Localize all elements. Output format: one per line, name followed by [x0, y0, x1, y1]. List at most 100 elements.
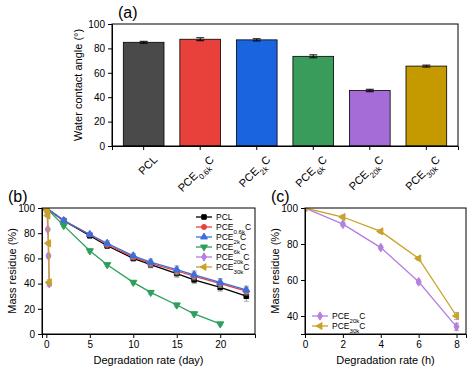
marker [130, 252, 137, 258]
marker [86, 230, 93, 236]
error-bar-part [244, 294, 249, 295]
panel-label: (b) [8, 188, 28, 205]
marker [339, 213, 345, 220]
error-bar-part [196, 40, 204, 41]
marker [173, 303, 180, 309]
axis-line [38, 209, 43, 335]
legend-item: PCE30kC [312, 321, 365, 334]
error-bar-part [140, 41, 148, 42]
tick-mark [38, 284, 42, 285]
marker [340, 220, 345, 229]
tick: 60 [287, 275, 305, 286]
tick: 100 [88, 19, 112, 30]
series-line [46, 208, 246, 291]
axis-line [108, 25, 113, 147]
marker [60, 224, 67, 230]
tick: 0 [303, 334, 309, 350]
tick-mark [143, 146, 144, 150]
legend-label: PCL [216, 212, 233, 222]
tick-label: PCE20kC [346, 153, 388, 195]
tick-label: 40 [287, 311, 299, 322]
marker [60, 216, 67, 222]
legend-label: PCE30kC [216, 262, 249, 275]
plot-frame [42, 208, 255, 334]
error-bar-part [309, 54, 317, 55]
marker [86, 249, 93, 255]
error-bar-part [244, 293, 249, 294]
tick-mark [369, 146, 370, 150]
tick-mark [301, 244, 305, 245]
tick: 0 [44, 334, 50, 350]
marker [217, 278, 224, 284]
tick: 60 [94, 68, 112, 79]
tick: 80 [24, 228, 42, 239]
tick-mark [108, 97, 112, 98]
error-bar-part [174, 274, 179, 275]
tick-label: 20 [215, 339, 227, 350]
tick-mark [419, 334, 420, 338]
tick-mark [46, 334, 47, 338]
tick: 40 [24, 278, 42, 289]
legend-marker [201, 233, 208, 239]
marker [452, 312, 458, 319]
figure: 020406080100PCLPCE0.6kCPCE2kCPCE6kCPCE20… [0, 0, 474, 372]
bar [180, 39, 221, 146]
tick-mark [108, 24, 112, 25]
tick-label: 0 [303, 339, 309, 350]
series-line [46, 208, 246, 290]
tick-label: PCE6kC [293, 153, 332, 192]
legend-marker [200, 264, 206, 271]
bar [236, 40, 277, 146]
tick-mark [256, 146, 257, 150]
error-bar [196, 38, 204, 41]
tick-mark [220, 334, 221, 338]
tick-label: 60 [24, 253, 36, 264]
tick-mark [301, 280, 305, 281]
tick: 60 [24, 253, 42, 264]
tick-label: 40 [24, 278, 36, 289]
legend-marker [202, 253, 207, 261]
tick-label: 4 [378, 339, 384, 350]
tick: PCL [136, 146, 160, 177]
tick-mark [133, 334, 134, 338]
y-axis-title: Water contact angle (°) [72, 29, 84, 141]
tick-label: 80 [287, 239, 299, 250]
tick-mark [108, 48, 112, 49]
tick-label: PCE30kC [403, 153, 445, 195]
tick-mark [305, 334, 306, 338]
tick-label: 5 [88, 339, 94, 350]
tick: 80 [94, 43, 112, 54]
tick-mark [313, 146, 314, 150]
tick-mark [38, 208, 42, 209]
tick: PCE2kC [237, 146, 276, 193]
tick-mark [108, 73, 112, 74]
tick: 4 [378, 334, 384, 350]
tick-label: 80 [24, 228, 36, 239]
tick-mark [38, 334, 42, 335]
tick-mark [200, 146, 201, 150]
tick-label: 20 [94, 116, 106, 127]
marker [191, 312, 198, 318]
error-bar-part [366, 91, 374, 92]
error-bar-part [196, 37, 204, 38]
legend: PCLPCE0.6kCPCE2kCPCE6kCPCE20kCPCE30kC [196, 212, 251, 275]
tick: 20 [94, 116, 112, 127]
axis-line [301, 209, 306, 335]
legend-item: PCE30kC [196, 262, 249, 275]
series-line [46, 208, 246, 296]
tick: 15 [172, 334, 184, 350]
tick-mark [426, 146, 427, 150]
legend-marker [316, 323, 322, 330]
plot-area [305, 208, 459, 331]
legend-marker [318, 312, 323, 320]
legend-item: PCL [196, 212, 233, 222]
tick: 0 [99, 141, 112, 152]
tick: 2 [341, 334, 347, 350]
bar [123, 42, 164, 146]
error-bar-part [253, 40, 261, 41]
error-bar-part [253, 38, 261, 39]
marker [244, 294, 249, 299]
marker [147, 258, 154, 264]
error-bar-part [366, 89, 374, 90]
legend-label: PCE30kC [332, 321, 365, 334]
